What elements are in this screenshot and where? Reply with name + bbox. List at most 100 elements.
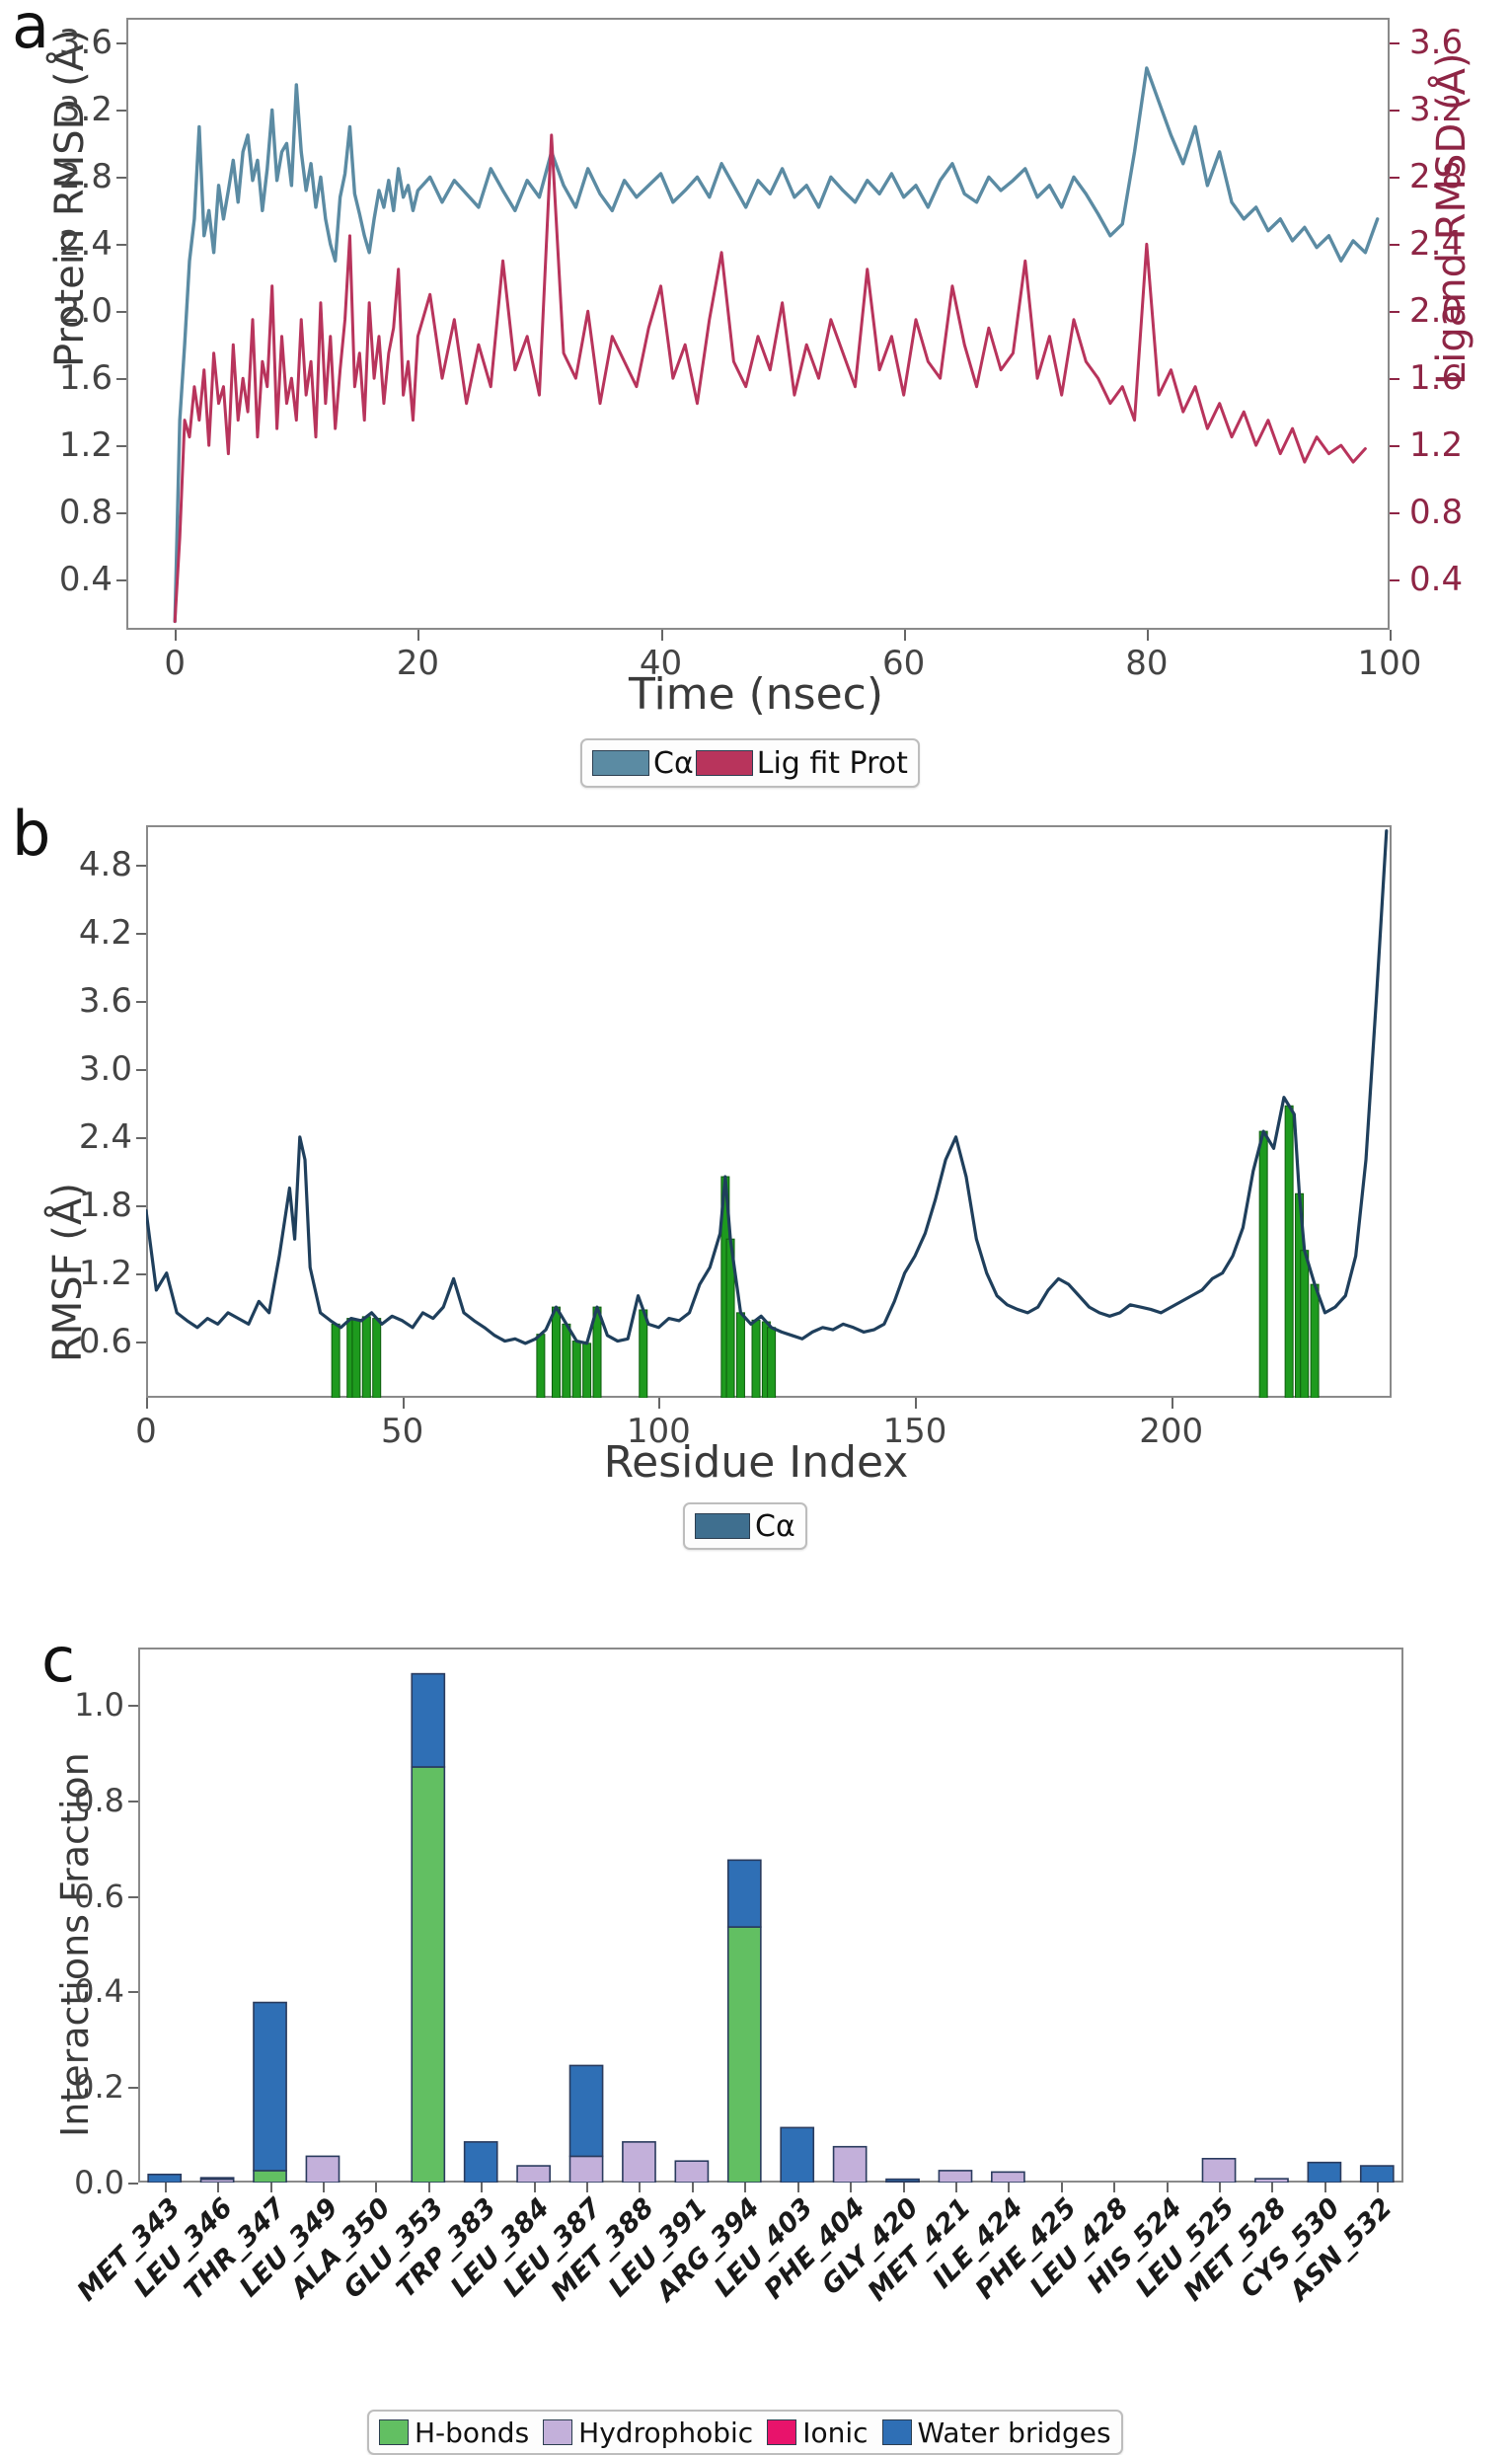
contact-marker-bar	[1300, 1250, 1310, 1398]
bar-segment	[622, 2141, 656, 2183]
axis-tick-label: 40	[639, 644, 683, 683]
panel-c-legend[interactable]: H-bonds Hydrophobic Ionic Water bridges	[367, 2410, 1123, 2455]
tick-mark	[116, 579, 126, 582]
tick-mark	[1146, 630, 1149, 641]
bar-segment	[463, 2141, 498, 2183]
tick-mark	[1323, 2183, 1326, 2192]
tick-mark	[136, 1272, 146, 1275]
tick-mark	[427, 2183, 430, 2192]
axis-tick-label: 50	[381, 1412, 424, 1451]
axis-tick-label: 2.0	[58, 291, 113, 332]
contact-marker-bar	[551, 1306, 561, 1398]
axis-tick-label: 1.8	[78, 1185, 132, 1225]
bar-segment	[1359, 2165, 1395, 2183]
tick-mark	[136, 1341, 146, 1343]
legend-item-lig-fit-prot[interactable]: Lig fit Prot	[695, 746, 908, 781]
panel-a-letter: a	[12, 0, 49, 62]
tick-mark	[136, 1001, 146, 1004]
axis-tick-label: 2.4	[78, 1116, 132, 1157]
tick-mark	[136, 1204, 146, 1207]
contact-marker-bar	[1258, 1130, 1268, 1398]
tick-mark	[116, 311, 126, 314]
bar-segment	[305, 2155, 340, 2183]
tick-mark	[175, 630, 178, 641]
tick-mark	[1219, 2183, 1222, 2192]
axis-tick-label: 2.0	[1409, 291, 1464, 332]
bar-segment	[411, 1672, 446, 1768]
axis-tick-label: 150	[882, 1412, 947, 1451]
bar-segment	[780, 2126, 815, 2183]
tick-mark	[136, 1136, 146, 1139]
tick-mark	[902, 2183, 905, 2192]
legend-item-hydrophobic[interactable]: Hydrophobic	[543, 2417, 753, 2449]
tick-mark	[136, 1068, 146, 1071]
axis-tick-label: 0	[135, 1412, 157, 1451]
legend-swatch-lig-fit-prot	[695, 750, 753, 776]
bar-segment	[253, 2001, 287, 2172]
legend-swatch-ionic	[767, 2419, 797, 2445]
axis-tick-label: 1.0	[74, 1686, 124, 1725]
contact-marker-bar	[767, 1327, 777, 1398]
legend-label-water-bridges: Water bridges	[917, 2416, 1111, 2449]
legend-item-ca-b[interactable]: Cα	[695, 1509, 795, 1544]
legend-item-ionic[interactable]: Ionic	[767, 2417, 869, 2449]
axis-tick-label: 0	[164, 644, 187, 683]
legend-item-water-bridges[interactable]: Water bridges	[881, 2416, 1111, 2449]
axis-tick-label: 1.6	[58, 358, 113, 399]
tick-mark	[850, 2183, 853, 2192]
axis-tick-label: 60	[882, 644, 926, 683]
axis-tick-label: 2.8	[58, 157, 113, 197]
bar-segment	[253, 2170, 287, 2183]
legend-swatch-ca	[592, 750, 649, 776]
axis-tick-label: 1.2	[58, 425, 113, 466]
tick-mark	[116, 42, 126, 45]
panel-b-plot-area	[146, 825, 1392, 1398]
tick-mark	[136, 933, 146, 936]
panel-a-legend[interactable]: Cα Lig fit Prot	[580, 738, 920, 788]
tick-mark	[164, 2183, 167, 2192]
bar-segment	[726, 1926, 762, 2183]
axis-tick-label: 3.6	[78, 981, 132, 1022]
tick-mark	[586, 2183, 589, 2192]
panel-a-plot-area	[126, 18, 1390, 630]
tick-mark	[128, 2087, 138, 2090]
panel-a-xlabel: Time (nsec)	[628, 669, 884, 720]
tick-mark	[1166, 2183, 1169, 2192]
bar-segment	[516, 2165, 551, 2183]
tick-mark	[1171, 1398, 1173, 1409]
bar-segment	[147, 2173, 183, 2183]
legend-label-hydrophobic: Hydrophobic	[578, 2416, 754, 2449]
contact-marker-bar	[361, 1316, 371, 1398]
panel-c: c Interactions Fraction 0.0 0.2 0.4 0.6 0.8 1…	[0, 1630, 1512, 2455]
legend-item-hbonds[interactable]: H-bonds	[379, 2417, 529, 2449]
axis-tick-label: 0.6	[78, 1321, 132, 1361]
axis-tick-label: 0.0	[74, 2164, 124, 2201]
tick-mark	[481, 2183, 484, 2192]
legend-item-ca[interactable]: Cα	[592, 746, 694, 781]
tick-mark	[116, 445, 126, 448]
tick-mark	[639, 2183, 642, 2192]
bar-segment	[885, 2178, 920, 2183]
contact-marker-bar	[1284, 1105, 1294, 1398]
tick-mark	[1390, 110, 1399, 113]
axis-tick-label: 0.8	[1409, 493, 1464, 533]
tick-mark	[796, 2183, 799, 2192]
series-line-c-	[173, 66, 1380, 624]
bar-segment	[1254, 2178, 1289, 2183]
tick-mark	[417, 630, 420, 641]
bar-segment	[1201, 2157, 1237, 2183]
tick-mark	[116, 378, 126, 381]
tick-mark	[116, 512, 126, 515]
axis-tick-label: 3.2	[58, 90, 113, 130]
tick-mark	[903, 630, 906, 641]
axis-tick-label: 3.6	[1409, 23, 1464, 63]
tick-mark	[402, 1398, 405, 1409]
tick-mark	[1377, 2183, 1380, 2192]
panel-b-legend[interactable]: Cα	[683, 1502, 807, 1550]
tick-mark	[691, 2183, 694, 2192]
tick-mark	[1390, 630, 1392, 641]
legend-label-hbonds: H-bonds	[415, 2416, 530, 2449]
tick-mark	[915, 1398, 917, 1409]
tick-mark	[660, 630, 663, 641]
tick-mark	[128, 1705, 138, 1708]
